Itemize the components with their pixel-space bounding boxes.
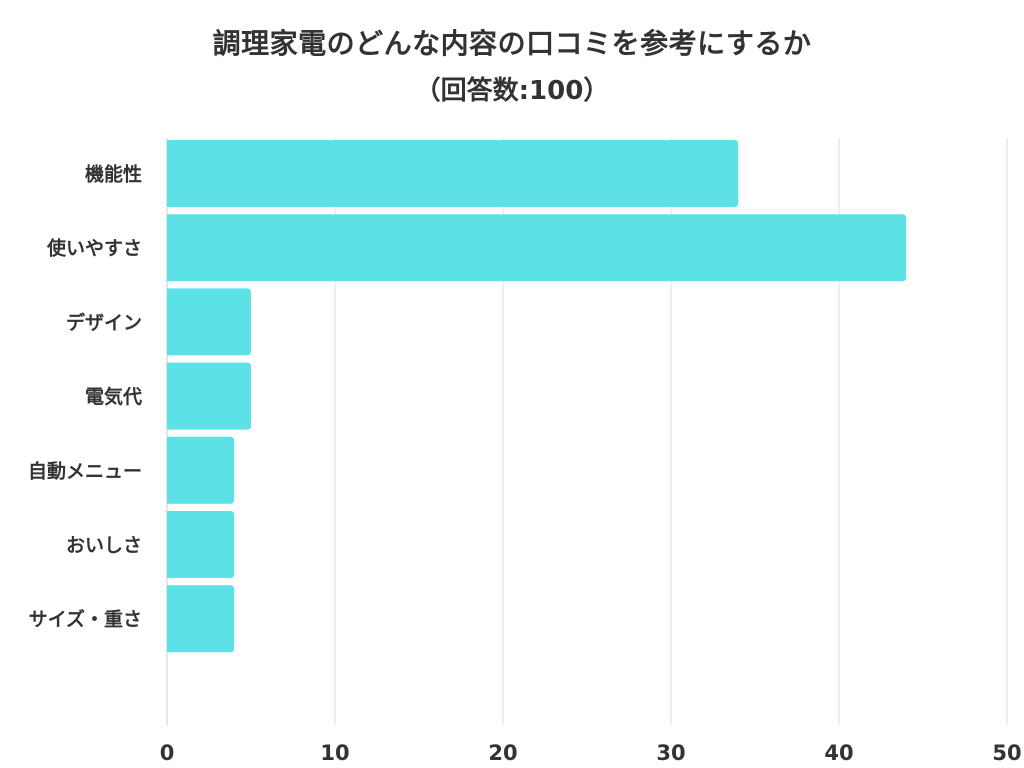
bar [167, 511, 235, 578]
bar [167, 288, 251, 356]
bars [167, 140, 907, 653]
bar [167, 214, 907, 282]
category-label: 使いやすさ [46, 238, 142, 260]
x-tick-label: 10 [320, 741, 349, 765]
bar [167, 140, 739, 207]
x-tick-label: 30 [656, 741, 685, 765]
x-tick-label: 40 [824, 741, 853, 765]
chart-subtitle: （回答数:100） [414, 76, 610, 106]
x-tick-labels: 0 10 20 30 40 50 [160, 741, 1022, 765]
category-label: デザイン [66, 311, 142, 334]
bar [167, 436, 235, 504]
category-label: サイズ・重さ [29, 608, 142, 631]
bar [167, 585, 235, 653]
x-tick-label: 20 [488, 741, 517, 765]
category-label: おいしさ [66, 535, 142, 557]
x-tick-label: 0 [160, 741, 175, 765]
chart-title: 調理家電のどんな内容の口コミを参考にするか [212, 27, 812, 60]
category-label: 機能性 [85, 163, 142, 186]
x-tick-label: 50 [992, 741, 1021, 765]
category-label: 自動メニュー [28, 459, 142, 482]
category-label: 電気代 [85, 385, 142, 408]
bar [167, 362, 251, 430]
